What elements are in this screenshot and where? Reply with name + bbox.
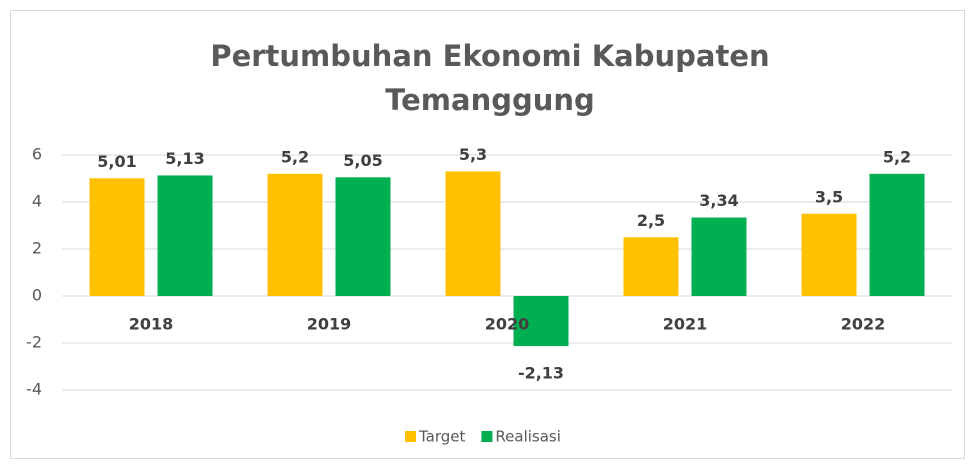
legend-label: Realisasi xyxy=(495,428,561,446)
data-label: 5,13 xyxy=(165,149,204,168)
x-tick-label: 2022 xyxy=(841,315,886,334)
data-label: 3,5 xyxy=(815,187,843,206)
y-tick-label: 2 xyxy=(32,239,42,258)
bar xyxy=(623,237,679,296)
bar xyxy=(445,171,501,296)
legend-swatch xyxy=(405,431,416,442)
bar xyxy=(801,213,857,296)
data-label: -2,13 xyxy=(518,364,564,383)
data-label: 5,3 xyxy=(459,145,487,164)
data-label: 5,2 xyxy=(281,147,309,166)
bar xyxy=(267,173,323,296)
bar xyxy=(691,217,747,296)
x-tick-label: 2020 xyxy=(485,315,530,334)
x-tick-label: 2019 xyxy=(307,315,352,334)
legend-label: Target xyxy=(418,428,466,446)
y-tick-label: 6 xyxy=(32,145,42,164)
legend-swatch xyxy=(481,431,493,442)
chart-title: Pertumbuhan Ekonomi Kabupaten Temanggung xyxy=(210,39,770,117)
x-tick-label: 2018 xyxy=(129,315,174,334)
data-label: 5,05 xyxy=(343,151,382,170)
bar xyxy=(869,173,925,296)
bar xyxy=(89,178,145,296)
bar xyxy=(335,177,391,296)
y-tick-label: -4 xyxy=(26,380,42,399)
data-label: 5,01 xyxy=(97,152,136,171)
data-label: 2,5 xyxy=(637,211,665,230)
bar xyxy=(157,175,213,296)
data-label: 3,34 xyxy=(699,191,738,210)
x-tick-label: 2021 xyxy=(663,315,708,334)
y-tick-label: 0 xyxy=(32,286,42,305)
bar xyxy=(513,296,569,347)
y-tick-label: 4 xyxy=(32,192,42,211)
data-label: 5,2 xyxy=(883,147,911,166)
y-tick-label: -2 xyxy=(26,333,42,352)
